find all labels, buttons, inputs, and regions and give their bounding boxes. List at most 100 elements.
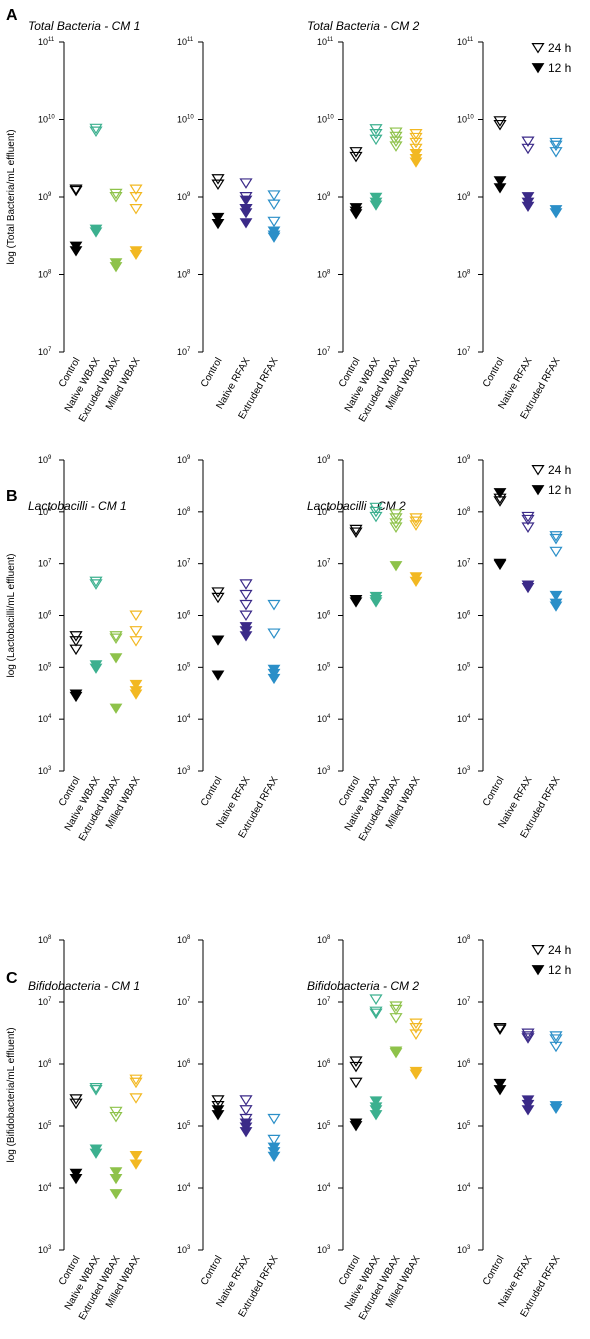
point-24h xyxy=(89,1085,103,1096)
point-12h xyxy=(549,601,563,612)
y-tick-label: 1011 xyxy=(38,37,55,47)
subplot: Bifidobacteria - CM 1103104105106107108C… xyxy=(28,935,143,1322)
point-24h xyxy=(129,1074,143,1086)
point-12h xyxy=(211,218,225,230)
point-12h xyxy=(211,212,225,224)
point-24h xyxy=(129,626,143,637)
y-tick-label: 107 xyxy=(317,347,331,357)
point-24h xyxy=(267,190,281,201)
subplot: Total Bacteria - CM 210710810910101011Co… xyxy=(307,19,423,424)
point-24h xyxy=(521,1031,535,1042)
y-tick-label: 105 xyxy=(177,1121,191,1131)
point-24h xyxy=(409,520,423,531)
legend-label: 24 h xyxy=(548,41,571,55)
point-24h xyxy=(369,511,383,523)
y-tick-label: 107 xyxy=(177,347,191,357)
y-tick-label: 104 xyxy=(457,1183,471,1193)
point-24h xyxy=(89,123,103,135)
point-24h xyxy=(389,522,403,533)
y-tick-label: 106 xyxy=(177,611,191,621)
point-24h xyxy=(89,126,103,138)
y-tick-label: 109 xyxy=(317,455,331,465)
point-12h xyxy=(493,559,507,571)
point-24h xyxy=(267,599,281,611)
point-12h xyxy=(129,1159,143,1170)
y-tick-label: 103 xyxy=(317,1245,331,1255)
point-24h xyxy=(109,192,123,203)
point-24h xyxy=(349,524,363,536)
point-24h xyxy=(493,116,507,127)
point-24h xyxy=(521,522,535,533)
point-24h xyxy=(493,119,507,131)
y-tick-label: 106 xyxy=(457,1059,471,1069)
y-tick-label: 107 xyxy=(177,997,191,1007)
point-24h xyxy=(549,1041,563,1053)
point-24h xyxy=(369,128,383,140)
y-tick-label: 105 xyxy=(317,662,331,672)
point-12h xyxy=(239,631,253,642)
point-24h xyxy=(549,533,563,545)
y-tick-label: 109 xyxy=(317,192,331,202)
y-tick-label: 104 xyxy=(38,714,52,724)
y-tick-label: 103 xyxy=(177,766,191,776)
y-tick-label: 1010 xyxy=(457,115,474,125)
y-tick-label: 103 xyxy=(38,766,52,776)
y-tick-label: 109 xyxy=(177,455,191,465)
point-12h xyxy=(267,673,281,685)
subplot: Total Bacteria - CM 110710810910101011Co… xyxy=(28,19,143,424)
point-24h xyxy=(349,1077,363,1089)
y-tick-label: 1010 xyxy=(38,115,55,125)
point-24h xyxy=(267,628,281,640)
point-24h xyxy=(239,589,253,601)
point-24h xyxy=(549,1031,563,1042)
point-12h xyxy=(549,590,563,602)
point-24h xyxy=(267,216,281,228)
point-24h xyxy=(109,188,123,200)
y-tick-label: 107 xyxy=(177,559,191,569)
legend: 24 h 12 h xyxy=(531,41,571,75)
point-24h xyxy=(389,1013,403,1024)
point-24h xyxy=(521,511,535,523)
point-24h xyxy=(211,1095,225,1106)
point-24h xyxy=(129,204,143,215)
category-label: Control xyxy=(199,1254,225,1287)
y-tick-label: 106 xyxy=(38,1059,52,1069)
point-24h xyxy=(349,151,363,163)
y-tick-label: 103 xyxy=(38,1245,52,1255)
legend-marker xyxy=(531,944,545,956)
subplot-title: Lactobacilli - CM 1 xyxy=(28,499,127,513)
legend-label: 12 h xyxy=(548,61,571,75)
y-tick-label: 103 xyxy=(317,766,331,776)
point-24h xyxy=(369,134,383,146)
y-tick-label: 109 xyxy=(457,455,471,465)
y-tick-label: 107 xyxy=(38,559,52,569)
point-12h xyxy=(409,157,423,168)
point-24h xyxy=(89,1083,103,1094)
point-24h xyxy=(109,1106,123,1118)
point-24h xyxy=(369,994,383,1005)
point-24h xyxy=(69,631,83,642)
y-tick-label: 109 xyxy=(38,455,52,465)
subplot-title: Total Bacteria - CM 1 xyxy=(28,19,140,33)
panel-letter: C xyxy=(6,970,18,987)
point-12h xyxy=(89,663,103,674)
point-24h xyxy=(69,636,83,647)
y-tick-label: 108 xyxy=(457,507,471,517)
point-24h xyxy=(129,610,143,622)
y-tick-label: 108 xyxy=(177,507,191,517)
point-12h xyxy=(89,1148,103,1159)
y-tick-label: 105 xyxy=(457,1121,471,1131)
legend-label: 12 h xyxy=(548,483,571,497)
point-24h xyxy=(267,199,281,211)
point-24h xyxy=(267,1113,281,1125)
point-12h xyxy=(369,1105,383,1116)
y-axis-label: log (Bifidobacteria/mL effluent) xyxy=(6,1027,17,1162)
point-24h xyxy=(409,1023,423,1034)
point-24h xyxy=(409,143,423,155)
y-tick-label: 104 xyxy=(177,1183,191,1193)
point-24h xyxy=(521,1033,535,1044)
